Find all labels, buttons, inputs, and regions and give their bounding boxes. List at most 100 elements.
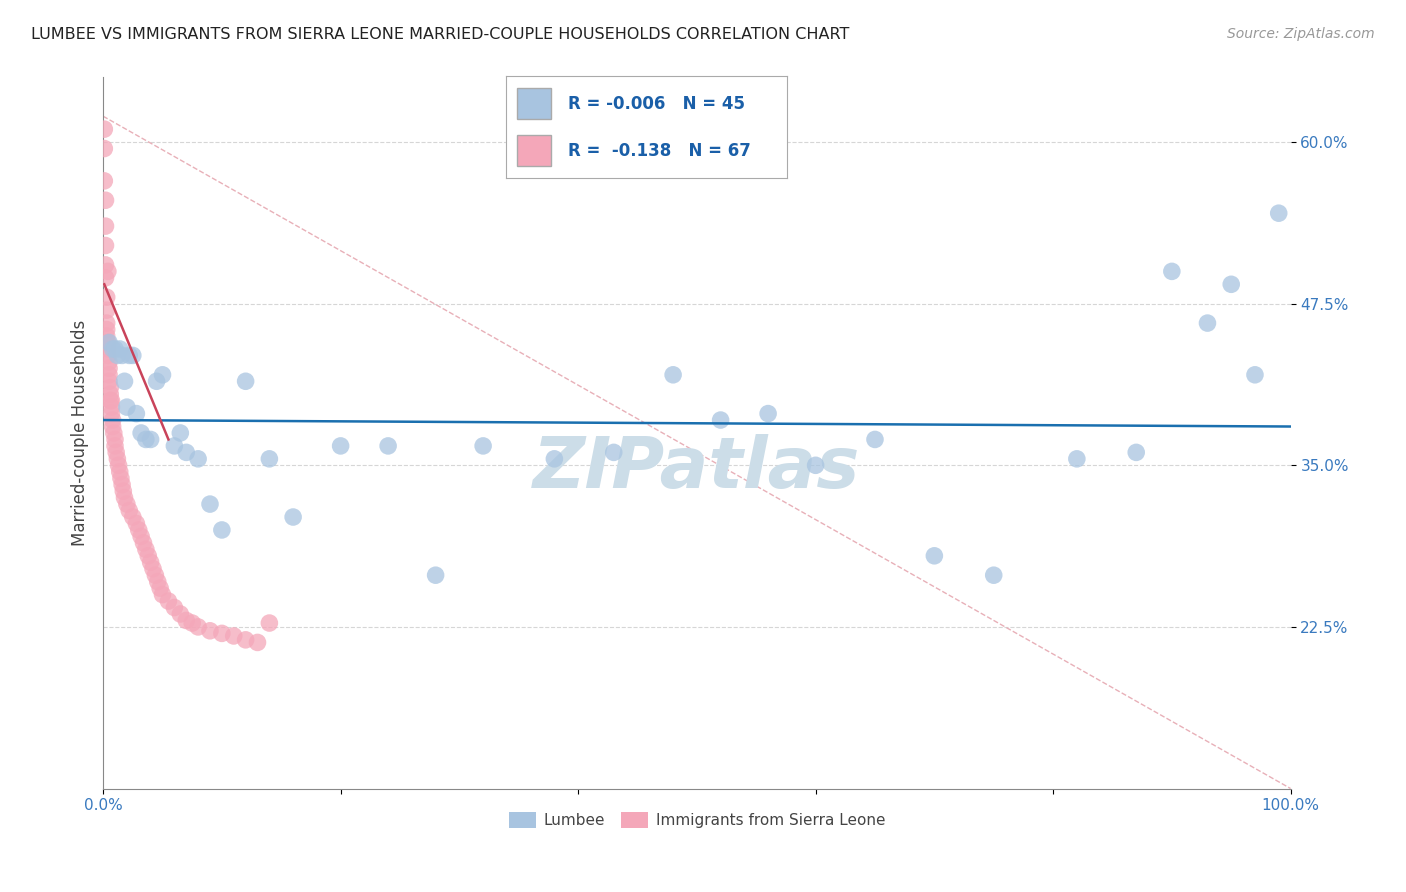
- Point: [112, 484, 135, 499]
- Point: [104, 433, 127, 447]
- Point: [115, 400, 138, 414]
- Point: [1066, 451, 1088, 466]
- Text: ZIPatlas: ZIPatlas: [533, 434, 860, 503]
- Point: [710, 413, 733, 427]
- Point: [104, 439, 127, 453]
- Y-axis label: Married-couple Households: Married-couple Households: [72, 320, 89, 546]
- Point: [145, 568, 167, 582]
- FancyBboxPatch shape: [517, 88, 551, 119]
- Point: [377, 439, 399, 453]
- Text: Source: ZipAtlas.com: Source: ZipAtlas.com: [1227, 27, 1375, 41]
- Point: [115, 497, 138, 511]
- Point: [235, 632, 257, 647]
- Point: [96, 290, 118, 304]
- Point: [425, 568, 447, 582]
- Point: [128, 523, 150, 537]
- Point: [98, 361, 121, 376]
- Point: [163, 600, 186, 615]
- Point: [114, 491, 136, 505]
- Point: [1267, 206, 1289, 220]
- Point: [110, 471, 132, 485]
- FancyBboxPatch shape: [517, 136, 551, 166]
- Point: [93, 122, 115, 136]
- Point: [129, 529, 152, 543]
- Point: [135, 542, 157, 557]
- Point: [169, 607, 191, 621]
- Point: [105, 445, 128, 459]
- Point: [136, 549, 159, 563]
- Point: [100, 393, 122, 408]
- Point: [94, 238, 117, 252]
- Point: [1220, 277, 1243, 292]
- Point: [1125, 445, 1147, 459]
- Point: [152, 588, 174, 602]
- Point: [211, 626, 233, 640]
- Point: [94, 194, 117, 208]
- Point: [142, 562, 165, 576]
- Legend: Lumbee, Immigrants from Sierra Leone: Lumbee, Immigrants from Sierra Leone: [502, 806, 891, 834]
- Point: [97, 342, 120, 356]
- Point: [804, 458, 827, 473]
- Point: [146, 574, 169, 589]
- Point: [97, 264, 120, 278]
- Point: [139, 555, 162, 569]
- Point: [100, 400, 122, 414]
- Point: [329, 439, 352, 453]
- Point: [863, 433, 886, 447]
- Point: [96, 316, 118, 330]
- Point: [139, 433, 162, 447]
- Text: R =  -0.138   N = 67: R = -0.138 N = 67: [568, 142, 751, 160]
- Point: [281, 510, 304, 524]
- Point: [125, 516, 148, 531]
- Point: [105, 348, 128, 362]
- Point: [198, 497, 221, 511]
- Point: [472, 439, 495, 453]
- Point: [98, 355, 121, 369]
- Point: [98, 368, 121, 382]
- Point: [163, 439, 186, 453]
- Point: [187, 451, 209, 466]
- Point: [187, 620, 209, 634]
- Point: [108, 342, 131, 356]
- Point: [198, 624, 221, 638]
- Point: [157, 594, 180, 608]
- Point: [174, 445, 197, 459]
- Point: [235, 374, 257, 388]
- Point: [246, 635, 269, 649]
- Point: [98, 374, 121, 388]
- Point: [121, 348, 143, 362]
- Point: [111, 477, 134, 491]
- Point: [105, 451, 128, 466]
- Point: [98, 335, 121, 350]
- Point: [101, 342, 124, 356]
- Point: [259, 451, 281, 466]
- Point: [222, 629, 245, 643]
- Point: [108, 465, 131, 479]
- Point: [114, 374, 136, 388]
- Point: [96, 303, 118, 318]
- Point: [101, 419, 124, 434]
- Point: [94, 219, 117, 233]
- Point: [259, 615, 281, 630]
- Point: [104, 342, 127, 356]
- Point: [983, 568, 1005, 582]
- Point: [181, 615, 204, 630]
- Text: R = -0.006   N = 45: R = -0.006 N = 45: [568, 95, 745, 112]
- Point: [1197, 316, 1219, 330]
- Point: [543, 451, 565, 466]
- Point: [125, 407, 148, 421]
- Point: [174, 614, 197, 628]
- Point: [211, 523, 233, 537]
- Point: [98, 387, 121, 401]
- Point: [1160, 264, 1182, 278]
- Point: [97, 348, 120, 362]
- Point: [98, 381, 121, 395]
- Point: [149, 581, 172, 595]
- Point: [756, 407, 779, 421]
- Point: [94, 270, 117, 285]
- Point: [98, 393, 121, 408]
- Point: [603, 445, 626, 459]
- Point: [94, 258, 117, 272]
- Point: [93, 174, 115, 188]
- Point: [132, 536, 155, 550]
